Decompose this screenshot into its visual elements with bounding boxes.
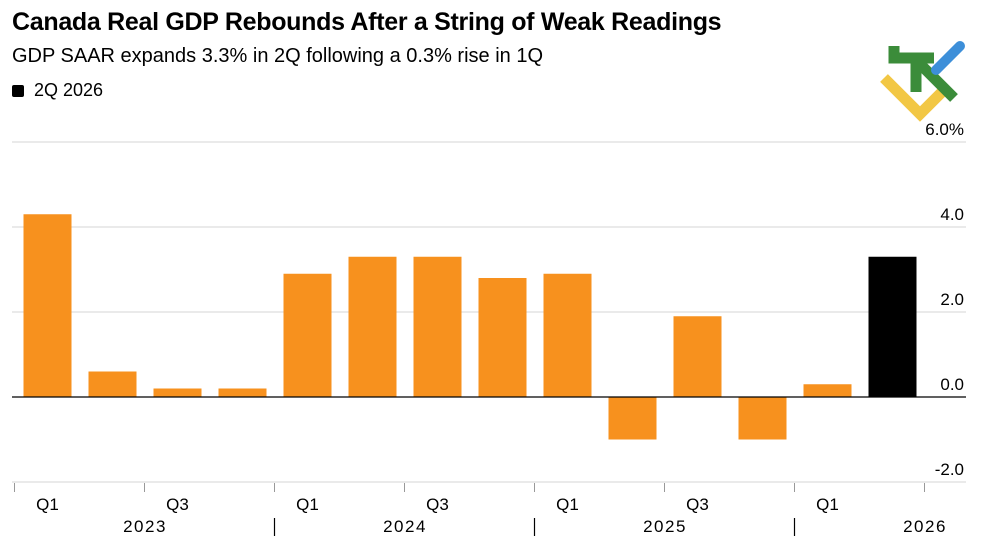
legend-label-2q-2026: 2Q 2026 [34, 80, 104, 100]
bar-3q-2025 [673, 316, 722, 397]
bar-2q-2026 [868, 256, 917, 397]
y-tick-label: 4.0 [940, 205, 964, 224]
bar-1q-2026 [803, 384, 852, 397]
bar-2q-2025 [608, 397, 657, 440]
x-tick-label: Q1 [296, 495, 319, 514]
legend: 2Q 2026 [12, 80, 103, 101]
bar-3q-2024 [413, 256, 462, 397]
bar-2q-2023 [88, 371, 137, 397]
legend-swatch-2q-2026 [12, 84, 24, 97]
bar-4q-2025 [738, 397, 787, 440]
bar-1q-2023 [23, 214, 72, 397]
bar-2q-2024 [348, 256, 397, 397]
year-label-2024: 2024 [383, 517, 427, 536]
bar-4q-2024 [478, 278, 527, 397]
chart-subtitle: GDP SAAR expands 3.3% in 2Q following a … [12, 45, 544, 67]
bar-1q-2024 [283, 273, 332, 397]
bar-3q-2023 [153, 388, 202, 397]
bar-1q-2025 [543, 273, 592, 397]
brand-logo-icon [880, 41, 965, 122]
y-tick-label: -2.0 [935, 460, 964, 479]
y-tick-label: 0.0 [940, 375, 964, 394]
year-label-2025: 2025 [643, 517, 687, 536]
year-label-2023: 2023 [123, 517, 167, 536]
x-tick-label: Q1 [816, 495, 839, 514]
x-tick-label: Q1 [556, 495, 579, 514]
y-tick-label: 6.0% [925, 120, 964, 139]
chart-title: Canada Real GDP Rebounds After a String … [12, 8, 722, 36]
year-label-2026: 2026 [903, 517, 947, 536]
bar-4q-2023 [218, 388, 267, 397]
x-tick-label: Q1 [36, 495, 59, 514]
x-tick-label: Q3 [166, 495, 189, 514]
y-tick-label: 2.0 [940, 290, 964, 309]
x-tick-label: Q3 [426, 495, 449, 514]
x-tick-label: Q3 [686, 495, 709, 514]
